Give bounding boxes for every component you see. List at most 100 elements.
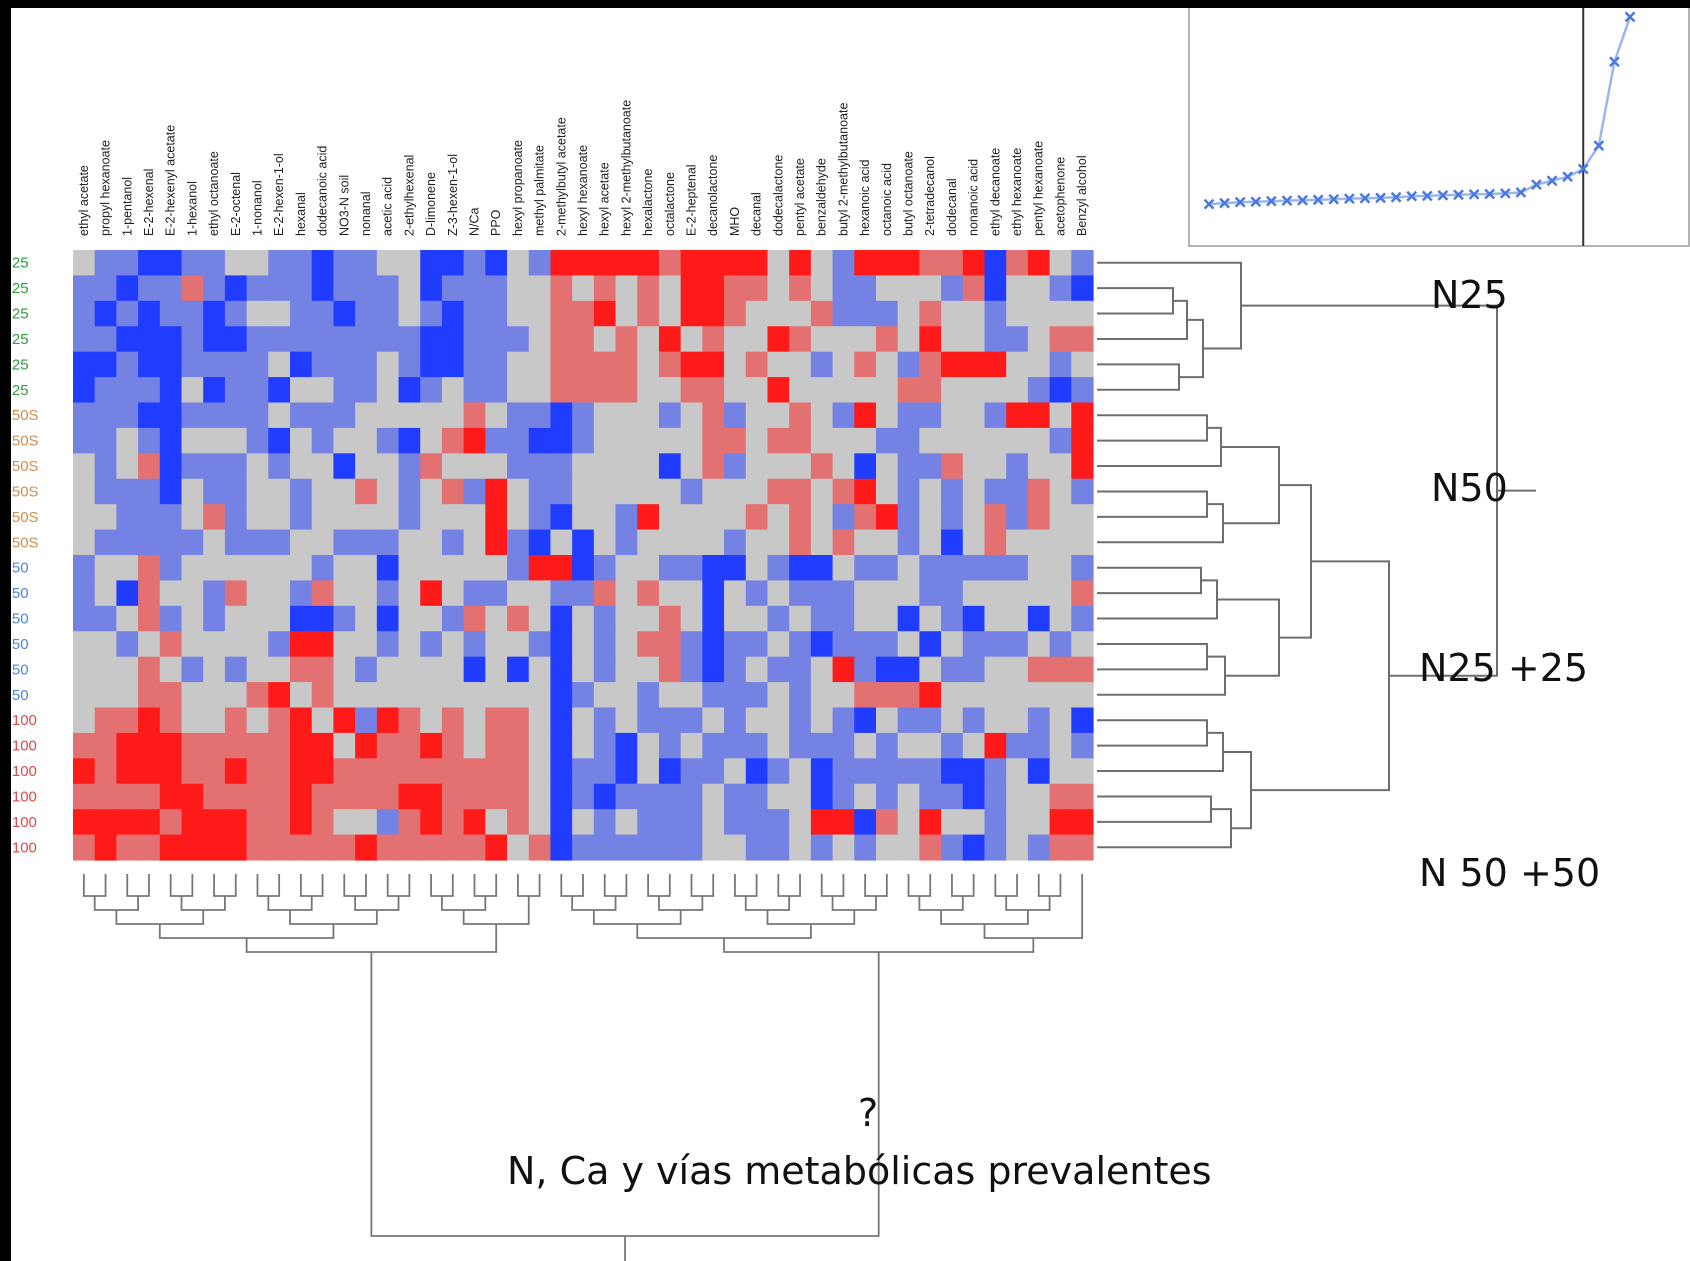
heatmap-cell bbox=[311, 377, 335, 404]
heatmap-cell bbox=[159, 707, 183, 734]
heatmap-cell bbox=[789, 834, 812, 861]
heatmap-cell bbox=[572, 580, 595, 607]
heatmap-cell bbox=[485, 656, 508, 683]
heatmap-cell bbox=[637, 605, 660, 632]
heatmap-cell bbox=[637, 504, 660, 531]
heatmap-cell bbox=[810, 605, 834, 632]
heatmap-cell bbox=[1006, 580, 1029, 607]
heatmap-cell bbox=[485, 529, 508, 556]
heatmap-cell bbox=[311, 834, 335, 861]
heatmap-cell bbox=[376, 326, 400, 353]
heatmap-cell bbox=[398, 250, 421, 277]
heatmap-cell bbox=[116, 834, 139, 861]
dendrogram-branch bbox=[1223, 750, 1252, 830]
heatmap-cell bbox=[637, 580, 660, 607]
heatmap-cell bbox=[984, 555, 1007, 582]
inset-marker bbox=[1468, 188, 1480, 200]
heatmap-cell bbox=[528, 275, 552, 302]
heatmap-cell bbox=[875, 377, 899, 404]
heatmap-cell bbox=[984, 529, 1007, 556]
heatmap-cell bbox=[615, 605, 638, 632]
heatmap-cell bbox=[962, 758, 986, 785]
heatmap-cell bbox=[1006, 250, 1029, 277]
column-label: hexyl 2-methylbutanoate bbox=[619, 100, 633, 236]
heatmap-cell bbox=[767, 555, 790, 582]
heatmap-cell bbox=[507, 326, 530, 353]
heatmap-cell bbox=[507, 707, 530, 734]
heatmap-cell bbox=[897, 504, 920, 531]
heatmap-cell bbox=[138, 402, 161, 429]
heatmap-cell bbox=[962, 529, 986, 556]
heatmap-cell bbox=[420, 555, 443, 582]
heatmap-cell bbox=[658, 605, 682, 632]
inset-marker bbox=[1390, 191, 1402, 203]
heatmap-cell bbox=[637, 453, 660, 480]
heatmap-cell bbox=[1006, 275, 1029, 302]
heatmap-cell bbox=[810, 300, 834, 327]
inset-line-plot bbox=[1188, 8, 1690, 247]
heatmap-cell bbox=[311, 580, 335, 607]
heatmap-cell bbox=[463, 732, 486, 759]
heatmap-cell bbox=[767, 529, 790, 556]
heatmap-cell bbox=[897, 834, 920, 861]
heatmap-cell bbox=[528, 427, 552, 454]
heatmap-cell bbox=[724, 631, 747, 658]
heatmap-cell bbox=[832, 783, 855, 810]
heatmap-cell bbox=[420, 580, 443, 607]
heatmap-cell bbox=[528, 809, 552, 836]
heatmap-cell bbox=[854, 478, 877, 505]
heatmap-cell bbox=[1027, 300, 1051, 327]
heatmap-cell bbox=[138, 707, 161, 734]
heatmap-cell bbox=[550, 783, 573, 810]
heatmap-cell bbox=[203, 758, 226, 785]
heatmap-cell bbox=[528, 250, 552, 277]
heatmap-cell bbox=[181, 453, 204, 480]
heatmap-cell bbox=[702, 402, 725, 429]
heatmap-cell bbox=[420, 275, 443, 302]
heatmap-cell bbox=[224, 682, 248, 709]
heatmap-cell bbox=[1049, 555, 1072, 582]
column-label: hexyl hexanoate bbox=[576, 145, 590, 236]
heatmap-cell bbox=[116, 555, 139, 582]
heatmap-cell bbox=[528, 682, 552, 709]
heatmap-cell bbox=[680, 250, 703, 277]
heatmap-cell bbox=[376, 300, 400, 327]
heatmap-cell bbox=[745, 351, 769, 378]
heatmap-cell bbox=[420, 682, 443, 709]
dendrogram-branch bbox=[1097, 414, 1208, 442]
column-label: pentyl hexanoate bbox=[1032, 141, 1046, 236]
heatmap-cell bbox=[376, 351, 400, 378]
dendrogram-branch bbox=[560, 874, 584, 897]
heatmap-cell bbox=[485, 402, 508, 429]
column-label: hexalactone bbox=[641, 169, 655, 236]
heatmap-cell bbox=[702, 275, 725, 302]
heatmap-cell bbox=[789, 555, 812, 582]
heatmap-cell bbox=[745, 631, 769, 658]
column-label: Benzyl alcohol bbox=[1075, 155, 1089, 236]
heatmap-cell bbox=[941, 250, 964, 277]
heatmap-cell bbox=[94, 453, 117, 480]
heatmap-cell bbox=[1027, 351, 1051, 378]
heatmap-cell bbox=[919, 478, 942, 505]
heatmap-cell bbox=[962, 580, 986, 607]
heatmap-cell bbox=[311, 555, 335, 582]
heatmap-cell bbox=[159, 555, 183, 582]
heatmap-cell bbox=[897, 783, 920, 810]
dendrogram-branch bbox=[126, 874, 150, 897]
heatmap-cell bbox=[984, 478, 1007, 505]
heatmap-cell bbox=[268, 453, 291, 480]
heatmap-cell bbox=[441, 326, 465, 353]
heatmap-cell bbox=[941, 707, 964, 734]
heatmap-cell bbox=[376, 732, 400, 759]
heatmap-cell bbox=[441, 555, 465, 582]
inset-line bbox=[1208, 16, 1632, 206]
heatmap-cell bbox=[745, 732, 769, 759]
heatmap-cell bbox=[919, 326, 942, 353]
heatmap-cell bbox=[355, 783, 378, 810]
heatmap-cell bbox=[832, 682, 855, 709]
heatmap-cell bbox=[463, 377, 486, 404]
heatmap-cell bbox=[854, 707, 877, 734]
heatmap-cell bbox=[832, 631, 855, 658]
heatmap-cell bbox=[485, 834, 508, 861]
heatmap-cell bbox=[290, 809, 313, 836]
